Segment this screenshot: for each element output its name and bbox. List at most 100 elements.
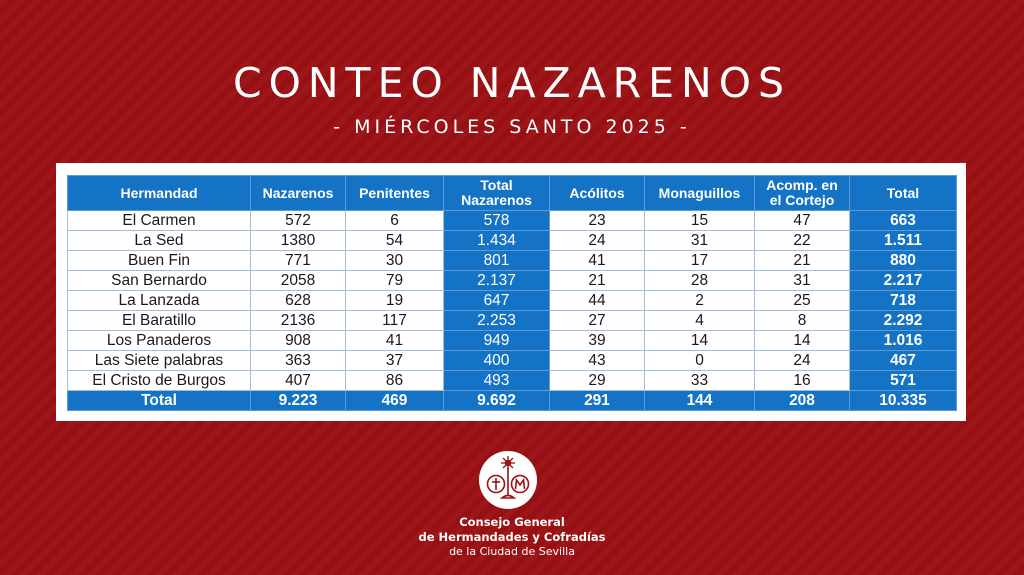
cell-monaguillos: 33 — [644, 370, 755, 391]
cell-total: 1.016 — [849, 330, 957, 351]
col-header-hermandad: Hermandad — [67, 175, 251, 211]
table-header-row: Hermandad Nazarenos Penitentes Total Naza… — [67, 175, 957, 211]
cell-total: 2.292 — [849, 310, 957, 331]
cell-hermandad: El Cristo de Burgos — [67, 370, 251, 391]
col-header-acolitos: Acólitos — [549, 175, 645, 211]
table-row: El Cristo de Burgos 407 86 493 29 33 16 571 — [67, 370, 957, 391]
cell-nazarenos: 572 — [250, 210, 346, 231]
cell-acolitos: 23 — [549, 210, 645, 231]
cell-total: 718 — [849, 290, 957, 311]
cell-total-nazarenos: 2.253 — [443, 310, 550, 331]
col-header-monaguillos: Monaguillos — [644, 175, 755, 211]
cell-nazarenos: 407 — [250, 370, 346, 391]
cell-acomp: 208 — [754, 390, 850, 411]
col-header-total-nazarenos: Total Nazarenos — [443, 175, 550, 211]
table-row: Buen Fin 771 30 801 41 17 21 880 — [67, 250, 957, 271]
cell-acomp: 25 — [754, 290, 850, 311]
cell-total-nazarenos: 578 — [443, 210, 550, 231]
cell-penitentes: 37 — [345, 350, 444, 371]
cell-hermandad: Total — [67, 390, 251, 411]
cell-total: 880 — [849, 250, 957, 271]
page-subtitle: - MIÉRCOLES SANTO 2025 - — [333, 116, 691, 138]
table-row: El Baratillo 2136 117 2.253 27 4 8 2.292 — [67, 310, 957, 331]
cell-nazarenos: 908 — [250, 330, 346, 351]
cell-acolitos: 41 — [549, 250, 645, 271]
cell-total: 663 — [849, 210, 957, 231]
cell-penitentes: 79 — [345, 270, 444, 291]
cell-hermandad: San Bernardo — [67, 270, 251, 291]
table-total-row: Total 9.223 469 9.692 291 144 208 10.335 — [67, 390, 957, 411]
cell-penitentes: 41 — [345, 330, 444, 351]
cell-acomp: 24 — [754, 350, 850, 371]
table-row: Los Panaderos 908 41 949 39 14 14 1.016 — [67, 330, 957, 351]
table-row: La Sed 1380 54 1.434 24 31 22 1.511 — [67, 230, 957, 251]
cell-nazarenos: 1380 — [250, 230, 346, 251]
cell-monaguillos: 15 — [644, 210, 755, 231]
cell-monaguillos: 144 — [644, 390, 755, 411]
page-title: CONTEO NAZARENOS — [232, 59, 792, 107]
cell-nazarenos: 2136 — [250, 310, 346, 331]
cell-acolitos: 24 — [549, 230, 645, 251]
col-header-acomp: Acomp. en el Cortejo — [754, 175, 850, 211]
cell-total: 467 — [849, 350, 957, 371]
col-header-penitentes: Penitentes — [345, 175, 444, 211]
cell-penitentes: 86 — [345, 370, 444, 391]
cell-monaguillos: 17 — [644, 250, 755, 271]
cell-total-nazarenos: 647 — [443, 290, 550, 311]
table-row: El Carmen 572 6 578 23 15 47 663 — [67, 210, 957, 231]
cell-nazarenos: 771 — [250, 250, 346, 271]
cell-total-nazarenos: 400 — [443, 350, 550, 371]
cell-penitentes: 117 — [345, 310, 444, 331]
cell-acomp: 31 — [754, 270, 850, 291]
table-card: Hermandad Nazarenos Penitentes Total Naza… — [56, 163, 966, 421]
consejo-emblem-icon — [479, 451, 537, 509]
org-name-line3: de la Ciudad de Sevilla — [449, 545, 575, 558]
cell-monaguillos: 2 — [644, 290, 755, 311]
cell-acolitos: 43 — [549, 350, 645, 371]
cell-acolitos: 21 — [549, 270, 645, 291]
cell-acolitos: 29 — [549, 370, 645, 391]
col-header-nazarenos: Nazarenos — [250, 175, 346, 211]
cell-penitentes: 6 — [345, 210, 444, 231]
cell-monaguillos: 0 — [644, 350, 755, 371]
cell-monaguillos: 28 — [644, 270, 755, 291]
cell-total: 2.217 — [849, 270, 957, 291]
cell-monaguillos: 31 — [644, 230, 755, 251]
cell-total-nazarenos: 1.434 — [443, 230, 550, 251]
cell-total-nazarenos: 493 — [443, 370, 550, 391]
cell-acolitos: 27 — [549, 310, 645, 331]
cell-total-nazarenos: 949 — [443, 330, 550, 351]
cell-hermandad: Las Siete palabras — [67, 350, 251, 371]
cell-monaguillos: 14 — [644, 330, 755, 351]
cell-acolitos: 44 — [549, 290, 645, 311]
cell-acomp: 21 — [754, 250, 850, 271]
cell-total-nazarenos: 801 — [443, 250, 550, 271]
cell-acomp: 8 — [754, 310, 850, 331]
cell-acolitos: 291 — [549, 390, 645, 411]
cell-nazarenos: 9.223 — [250, 390, 346, 411]
table-row: San Bernardo 2058 79 2.137 21 28 31 2.217 — [67, 270, 957, 291]
nazarenos-count-table: Hermandad Nazarenos Penitentes Total Naza… — [67, 175, 957, 411]
table-row: Las Siete palabras 363 37 400 43 0 24 467 — [67, 350, 957, 371]
cell-hermandad: La Lanzada — [67, 290, 251, 311]
cell-total-nazarenos: 9.692 — [443, 390, 550, 411]
table-row: La Lanzada 628 19 647 44 2 25 718 — [67, 290, 957, 311]
cell-hermandad: El Baratillo — [67, 310, 251, 331]
cell-hermandad: El Carmen — [67, 210, 251, 231]
cell-penitentes: 30 — [345, 250, 444, 271]
cell-acomp: 47 — [754, 210, 850, 231]
cell-nazarenos: 363 — [250, 350, 346, 371]
cell-total: 1.511 — [849, 230, 957, 251]
col-header-total: Total — [849, 175, 957, 211]
cell-penitentes: 54 — [345, 230, 444, 251]
cell-total: 10.335 — [849, 390, 957, 411]
table-body: El Carmen 572 6 578 23 15 47 663 La Sed 1380 54 1.4… — [67, 210, 957, 411]
cell-nazarenos: 2058 — [250, 270, 346, 291]
cell-penitentes: 469 — [345, 390, 444, 411]
cell-penitentes: 19 — [345, 290, 444, 311]
cell-acomp: 16 — [754, 370, 850, 391]
cell-total: 571 — [849, 370, 957, 391]
cell-hermandad: Buen Fin — [67, 250, 251, 271]
org-name-line1: Consejo General — [459, 515, 565, 529]
cell-hermandad: La Sed — [67, 230, 251, 251]
